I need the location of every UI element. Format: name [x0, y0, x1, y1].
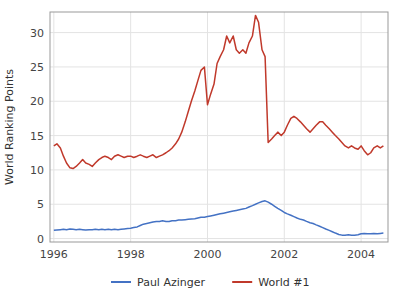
grid: [50, 12, 388, 242]
x-grid-line: [53, 12, 54, 242]
x-tick-label: 1998: [117, 248, 145, 261]
y-grid-line: [50, 32, 388, 33]
series-line: [54, 201, 384, 235]
x-grid-line: [361, 12, 362, 242]
x-grid-line: [284, 12, 285, 242]
y-tick-label: 10: [30, 164, 44, 177]
x-tick-label: 2004: [347, 248, 375, 261]
x-tick-label: 1996: [40, 248, 68, 261]
y-tick-label: 25: [30, 61, 44, 74]
y-tick-label: 0: [37, 233, 44, 246]
lines: [54, 15, 384, 235]
legend: Paul Azinger World #1: [111, 276, 309, 289]
tick-labels: 0 5 10 15 20 25 30 1996 1998 2000 2002 2004: [30, 27, 375, 261]
y-grid-line: [50, 169, 388, 170]
legend-label: Paul Azinger: [137, 276, 205, 289]
legend-swatch: [111, 281, 131, 283]
series-line: [54, 15, 384, 168]
y-grid-line: [50, 135, 388, 136]
legend-label: World #1: [258, 276, 309, 289]
y-grid-line: [50, 66, 388, 67]
x-tick-label: 2000: [193, 248, 221, 261]
y-tick-label: 20: [30, 95, 44, 108]
y-grid-line: [50, 101, 388, 102]
chart: 0 5 10 15 20 25 30 1996 1998 2000 2002 2004 World Ra…: [0, 0, 400, 300]
y-grid-line: [50, 204, 388, 205]
legend-swatch: [232, 281, 252, 283]
y-tick-label: 5: [37, 198, 44, 211]
x-grid-line: [207, 12, 208, 242]
x-tick-label: 2002: [270, 248, 298, 261]
x-grid-line: [130, 12, 131, 242]
y-tick-label: 15: [30, 130, 44, 143]
y-tick-label: 30: [30, 27, 44, 40]
plot-frame: [50, 12, 388, 242]
y-axis-label: World Ranking Points: [3, 69, 16, 185]
plot-background: [50, 12, 388, 242]
y-grid-line: [50, 238, 388, 239]
